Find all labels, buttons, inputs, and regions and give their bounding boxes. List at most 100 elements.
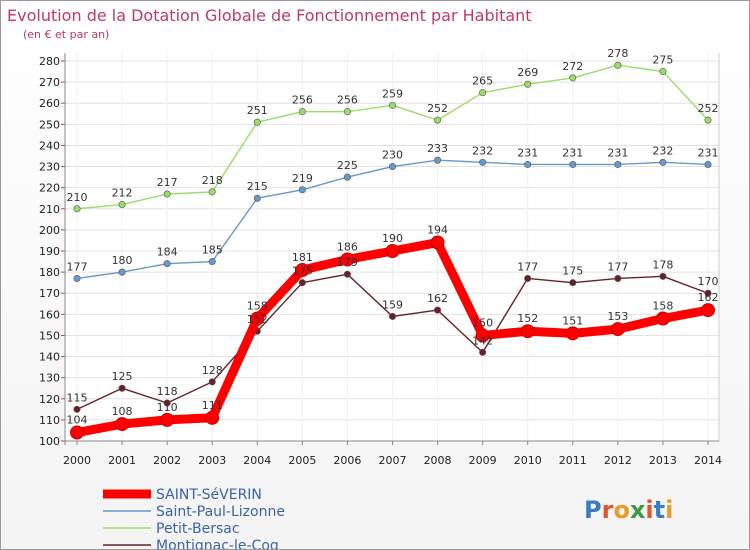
x-tick-label: 2001 — [108, 454, 136, 467]
data-label: 269 — [517, 66, 538, 79]
data-label: 181 — [292, 251, 313, 264]
data-point — [160, 412, 175, 427]
data-point — [208, 258, 216, 266]
data-label: 184 — [157, 246, 178, 259]
data-point — [73, 274, 81, 282]
data-point — [163, 260, 171, 268]
y-tick-label: 120 — [39, 393, 60, 406]
data-label: 180 — [112, 254, 133, 267]
data-point — [704, 116, 712, 124]
data-point — [524, 160, 532, 168]
data-point — [524, 274, 532, 282]
data-label: 231 — [562, 146, 583, 159]
legend-label: SAINT-SéVERIN — [156, 487, 262, 503]
data-point — [659, 272, 667, 280]
data-point — [565, 326, 580, 341]
data-point — [569, 160, 577, 168]
data-label: 218 — [202, 174, 223, 187]
data-label: 232 — [652, 144, 673, 157]
data-point — [163, 190, 171, 198]
data-point — [73, 405, 81, 413]
y-tick-label: 130 — [39, 372, 60, 385]
data-point — [340, 252, 355, 267]
data-label: 150 — [472, 316, 493, 329]
data-label: 170 — [698, 275, 719, 288]
data-point — [298, 279, 306, 287]
data-label: 186 — [337, 240, 358, 253]
x-tick-label: 2003 — [198, 454, 226, 467]
y-tick-label: 110 — [39, 414, 60, 427]
data-label: 152 — [517, 312, 538, 325]
data-label: 162 — [427, 292, 448, 305]
data-point — [208, 378, 216, 386]
data-point — [434, 156, 442, 164]
y-tick-label: 140 — [39, 351, 60, 364]
x-tick-label: 2012 — [604, 454, 632, 467]
y-tick-label: 170 — [39, 287, 60, 300]
data-point — [659, 68, 667, 76]
data-point — [614, 61, 622, 69]
data-label: 259 — [382, 87, 403, 100]
y-tick-label: 250 — [39, 118, 60, 131]
data-label: 118 — [157, 385, 178, 398]
data-label: 175 — [292, 265, 313, 278]
data-label: 225 — [337, 159, 358, 172]
data-label: 212 — [112, 187, 133, 200]
data-point — [569, 74, 577, 82]
data-point — [388, 101, 396, 109]
data-point — [614, 274, 622, 282]
data-label: 232 — [472, 144, 493, 157]
data-point — [479, 89, 487, 97]
data-labels: 210 212 217 218 251 256 256 259 252 265 269 272 278 2… — [67, 47, 719, 426]
data-label: 210 — [67, 191, 88, 204]
data-point — [253, 194, 261, 202]
series-group — [70, 61, 715, 440]
axes: 100 110 120 130 140 150 160 170 180 190 200 210 220 2… — [39, 53, 722, 467]
data-label: 104 — [67, 414, 88, 427]
data-point — [569, 279, 577, 287]
x-tick-label: 2007 — [379, 454, 407, 467]
x-tick-label: 2004 — [243, 454, 271, 467]
data-label: 179 — [337, 256, 358, 269]
data-label: 177 — [517, 260, 538, 273]
y-tick-label: 200 — [39, 224, 60, 237]
data-point — [118, 384, 126, 392]
y-tick-label: 280 — [39, 55, 60, 68]
data-label: 194 — [427, 224, 448, 237]
data-point — [163, 399, 171, 407]
data-label: 278 — [607, 47, 628, 60]
y-tick-label: 190 — [39, 245, 60, 258]
legend-label: Petit-Bersac — [156, 521, 240, 537]
y-tick-label: 230 — [39, 161, 60, 174]
data-label: 177 — [607, 260, 628, 273]
y-tick-label: 260 — [39, 97, 60, 110]
data-point — [704, 160, 712, 168]
data-label: 108 — [112, 405, 133, 418]
data-point — [388, 312, 396, 320]
x-tick-label: 2009 — [469, 454, 497, 467]
data-label: 215 — [247, 180, 268, 193]
data-label: 219 — [292, 172, 313, 185]
data-label: 159 — [382, 298, 403, 311]
data-label: 265 — [472, 75, 493, 88]
data-point — [479, 158, 487, 166]
data-label: 177 — [67, 260, 88, 273]
x-tick-label: 2000 — [63, 454, 91, 467]
y-tick-label: 150 — [39, 329, 60, 342]
data-point — [250, 311, 265, 326]
data-label: 230 — [382, 149, 403, 162]
data-point — [343, 108, 351, 116]
data-point — [659, 158, 667, 166]
data-label: 115 — [67, 391, 88, 404]
data-point — [614, 160, 622, 168]
data-label: 231 — [517, 146, 538, 159]
chart-title: Evolution de la Dotation Globale de Fonc… — [7, 6, 532, 25]
data-label: 275 — [652, 54, 673, 67]
data-label: 162 — [698, 291, 719, 304]
data-point — [655, 311, 670, 326]
data-label: 252 — [698, 102, 719, 115]
data-label: 231 — [607, 146, 628, 159]
data-point — [479, 348, 487, 356]
data-label: 142 — [472, 334, 493, 347]
